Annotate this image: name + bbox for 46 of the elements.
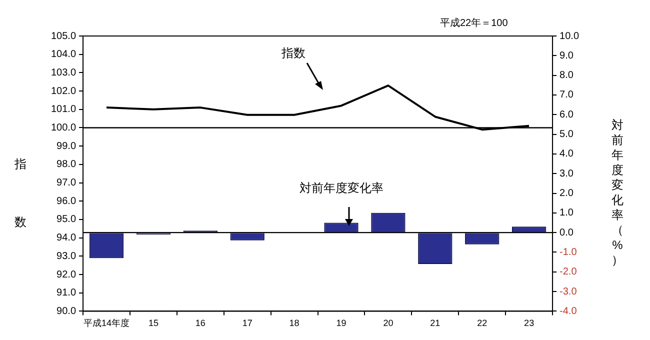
x-tick-label: 平成14年度: [83, 318, 130, 328]
y-tick-label: 92.0: [56, 269, 76, 280]
y2-tick-label: -2.0: [560, 266, 578, 278]
y-tick-label: 97.0: [56, 178, 76, 189]
y-tick-label: 91.0: [56, 288, 76, 299]
y-tick-label: 99.0: [56, 140, 76, 152]
y2-tick-label: -4.0: [560, 306, 578, 317]
text: 対前年度変化率（%）: [612, 118, 624, 267]
y-tick-label: 93.0: [56, 250, 76, 262]
y2-tick-label: 4.0: [560, 148, 574, 160]
y2-tick-label: 1.0: [560, 208, 574, 219]
x-tick-label: 23: [524, 318, 534, 328]
y2-tick-label: 2.0: [560, 188, 574, 200]
y-tick-label: 105.0: [50, 30, 76, 42]
y-tick-label: 104.0: [50, 49, 76, 60]
y2-tick-label: -3.0: [560, 286, 578, 298]
y-tick-label: 95.0: [56, 214, 76, 226]
y-tick-label: 100.0: [50, 122, 76, 134]
x-tick-label: 16: [195, 318, 206, 328]
y-tick-label: 103.0: [50, 67, 76, 78]
x-tick-label: 15: [148, 318, 158, 328]
y-tick-label: 101.0: [50, 104, 76, 116]
y-tick-label: 102.0: [50, 86, 76, 97]
x-tick-label: 18: [289, 318, 300, 328]
y2-tick-label: -1.0: [560, 246, 578, 258]
y2-tick-label: 0.0: [560, 227, 574, 238]
text: 指数: [280, 46, 306, 60]
series-label: 対前年度変化率: [299, 181, 384, 196]
y2-tick-label: 7.0: [560, 90, 574, 101]
y-tick-label: 96.0: [56, 196, 76, 207]
x-tick-label: 22: [477, 318, 488, 328]
x-tick-label: 19: [336, 318, 346, 328]
y-tick-label: 98.0: [56, 159, 76, 170]
y2-tick-label: 3.0: [560, 168, 574, 180]
text: 指数: [14, 157, 26, 229]
y-tick-label: 90.0: [56, 306, 76, 317]
y2-tick-label: 9.0: [560, 50, 574, 62]
y2-tick-label: 5.0: [560, 129, 574, 140]
x-tick-label: 21: [430, 318, 440, 328]
x-tick-label: 17: [242, 318, 252, 328]
y2-tick-label: 6.0: [560, 109, 574, 120]
y2-tick-label: 10.0: [560, 30, 580, 42]
y-tick-label: 94.0: [56, 232, 76, 244]
y2-tick-label: 8.0: [560, 70, 574, 82]
x-tick-label: 20: [383, 318, 394, 328]
text: 平成22年＝100: [440, 16, 508, 30]
